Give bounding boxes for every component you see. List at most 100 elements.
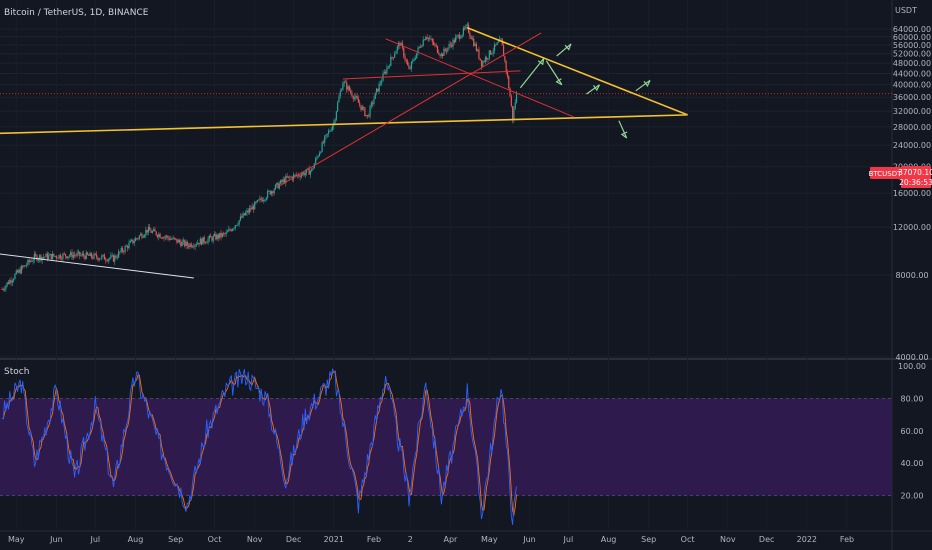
candle-body	[46, 253, 48, 259]
price-tick-label: 12000.00	[893, 223, 931, 232]
candle-body	[147, 227, 150, 233]
candle-body	[355, 96, 357, 98]
price-axis[interactable]: USDT 64000.0060000.0056000.0052000.00480…	[893, 6, 931, 362]
candle-body	[115, 255, 117, 258]
candle-body	[492, 50, 494, 54]
candle-body	[340, 90, 343, 92]
descending-trendline	[466, 26, 688, 116]
price-tick-label: 56000.00	[893, 41, 931, 50]
candle-body	[273, 189, 275, 194]
candle-body	[59, 254, 61, 259]
candle-body	[246, 210, 248, 213]
time-tick-label: Oct	[208, 535, 222, 544]
candle-body	[255, 201, 257, 203]
candle-body	[138, 235, 140, 239]
candle-body	[414, 58, 417, 60]
candle-body	[26, 264, 28, 266]
candle-body	[127, 245, 129, 249]
candle-body	[3, 289, 6, 291]
stoch-axis[interactable]: 100.00 80.00 60.00 40.00 20.00	[898, 362, 926, 501]
candle-body	[171, 238, 173, 240]
candle-body	[51, 253, 54, 260]
projection-arrow-3-head	[593, 84, 601, 92]
candle-body	[50, 253, 52, 260]
candle-body	[6, 282, 8, 286]
candle-body	[421, 45, 423, 48]
candle-body	[64, 253, 67, 257]
candle-body	[202, 237, 204, 245]
candle-body	[286, 176, 288, 178]
candle-body	[195, 244, 198, 246]
candle-body	[500, 38, 502, 40]
candle-body	[158, 234, 160, 237]
candle-body	[40, 255, 42, 261]
candle-body	[7, 282, 10, 284]
time-tick-label: 2021	[324, 535, 344, 544]
candle-body	[172, 237, 174, 240]
candle-body	[343, 81, 345, 84]
candle-body	[409, 68, 411, 70]
candle-body	[119, 251, 121, 253]
candle-body	[142, 236, 144, 238]
candle-body	[37, 259, 39, 261]
price-tick-label: 16000.00	[893, 189, 931, 198]
candle-body	[154, 229, 156, 232]
candle-body	[326, 133, 328, 135]
candle-body	[356, 96, 358, 99]
candle-body	[80, 254, 82, 256]
candle-body	[435, 44, 437, 46]
candle-body	[181, 241, 183, 247]
candle-body	[258, 199, 260, 201]
candle-body	[77, 251, 80, 253]
candle-body	[329, 130, 331, 132]
candle-body	[164, 236, 166, 238]
candle-body	[256, 200, 258, 203]
red-descending-line	[385, 38, 574, 118]
candle-body	[491, 53, 493, 55]
candle-body	[190, 243, 192, 247]
projection-arrow-5	[556, 43, 572, 57]
candle-body	[24, 265, 26, 267]
candle-body	[473, 38, 475, 46]
price-tick-label: 64000.00	[893, 25, 931, 34]
candle-body	[137, 238, 139, 240]
candle-body	[221, 233, 223, 237]
stoch-tick-label: 20.00	[901, 492, 924, 501]
candle-body	[61, 258, 63, 260]
candle-body	[316, 156, 318, 159]
candle-body	[359, 102, 361, 106]
candle-body	[35, 253, 37, 256]
time-tick-label: Jun	[522, 535, 536, 544]
time-tick-label: May	[481, 535, 498, 544]
candle-body	[107, 259, 109, 262]
candle-body	[175, 238, 177, 240]
candle-body	[407, 61, 409, 66]
stoch-tick-label: 40.00	[901, 459, 924, 468]
candle-body	[140, 233, 142, 236]
time-tick-label: Jun	[49, 535, 63, 544]
candle-body	[193, 246, 195, 248]
candle-body	[116, 257, 118, 259]
candle-body	[274, 184, 277, 190]
candle-body	[509, 88, 511, 97]
candle-body	[289, 176, 291, 178]
candle-body	[305, 168, 308, 173]
projection-arrow-1-head	[537, 58, 545, 66]
candle-body	[62, 253, 64, 260]
candle-body	[353, 97, 356, 99]
candle-body	[381, 81, 383, 84]
time-tick-label: May	[8, 535, 25, 544]
candle-body	[250, 208, 252, 210]
candle-body	[295, 174, 297, 176]
candle-body	[394, 54, 396, 58]
neckline	[342, 70, 521, 80]
price-tick-label: 40000.00	[893, 81, 931, 90]
candle-body	[392, 57, 394, 59]
candle-body	[185, 241, 187, 247]
time-axis[interactable]: May Jun Jul Aug Sep Oct Nov Dec 2021 Feb 2 Apr May Ju…	[8, 535, 854, 544]
time-tick-label: Dec	[759, 535, 774, 544]
candle-body	[508, 76, 510, 89]
candle-body	[224, 233, 226, 235]
candle-body	[13, 278, 15, 281]
